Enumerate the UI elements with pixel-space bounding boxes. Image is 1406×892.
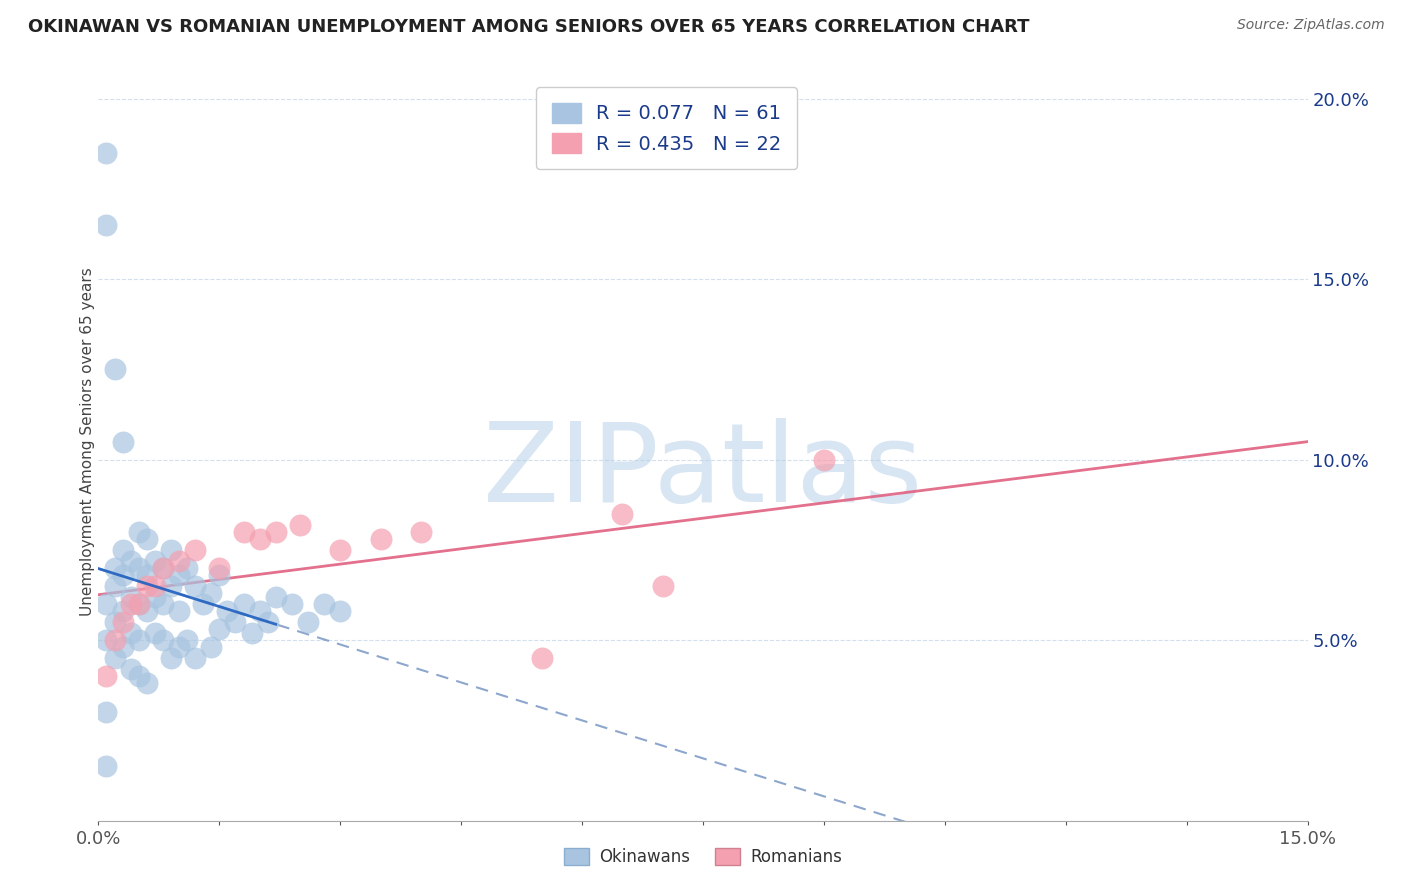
Point	[143, 590, 166, 604]
Point	[128, 669, 150, 683]
Point	[152, 633, 174, 648]
Point	[152, 561, 174, 575]
Point	[128, 524, 150, 539]
Point	[217, 604, 239, 618]
Point	[193, 597, 215, 611]
Point	[176, 633, 198, 648]
Point	[120, 662, 142, 676]
Text: ZIPatlas: ZIPatlas	[484, 418, 922, 525]
Point	[612, 507, 634, 521]
Point	[297, 615, 319, 629]
Text: OKINAWAN VS ROMANIAN UNEMPLOYMENT AMONG SENIORS OVER 65 YEARS CORRELATION CHART: OKINAWAN VS ROMANIAN UNEMPLOYMENT AMONG …	[28, 18, 1029, 36]
Point	[200, 640, 222, 655]
Point	[208, 622, 231, 636]
Point	[143, 579, 166, 593]
Point	[176, 561, 198, 575]
Point	[96, 633, 118, 648]
Point	[103, 633, 125, 648]
Point	[135, 676, 157, 690]
Point	[96, 669, 118, 683]
Point	[232, 597, 254, 611]
Point	[128, 633, 150, 648]
Point	[103, 362, 125, 376]
Point	[160, 579, 183, 593]
Point	[256, 615, 278, 629]
Point	[281, 597, 304, 611]
Point	[143, 626, 166, 640]
Point	[200, 586, 222, 600]
Point	[111, 568, 134, 582]
Point	[208, 568, 231, 582]
Point	[224, 615, 246, 629]
Point	[249, 604, 271, 618]
Y-axis label: Unemployment Among Seniors over 65 years: Unemployment Among Seniors over 65 years	[80, 268, 94, 615]
Point	[264, 524, 287, 539]
Point	[184, 542, 207, 557]
Point	[249, 532, 271, 546]
Point	[128, 561, 150, 575]
Point	[103, 579, 125, 593]
Point	[120, 590, 142, 604]
Point	[314, 597, 336, 611]
Text: Source: ZipAtlas.com: Source: ZipAtlas.com	[1237, 18, 1385, 32]
Point	[409, 524, 432, 539]
Point	[288, 517, 311, 532]
Point	[329, 542, 352, 557]
Point	[264, 590, 287, 604]
Point	[120, 597, 142, 611]
Point	[167, 604, 190, 618]
Point	[143, 554, 166, 568]
Point	[111, 542, 134, 557]
Point	[111, 604, 134, 618]
Point	[96, 145, 118, 160]
Point	[184, 579, 207, 593]
Point	[135, 568, 157, 582]
Point	[160, 542, 183, 557]
Point	[152, 561, 174, 575]
Point	[152, 597, 174, 611]
Point	[120, 554, 142, 568]
Point	[120, 626, 142, 640]
Point	[232, 524, 254, 539]
Point	[96, 706, 118, 720]
Point	[813, 452, 835, 467]
Point	[96, 597, 118, 611]
Point	[96, 759, 118, 773]
Point	[135, 579, 157, 593]
Point	[167, 554, 190, 568]
Point	[184, 651, 207, 665]
Point	[111, 615, 134, 629]
Point	[111, 640, 134, 655]
Point	[240, 626, 263, 640]
Point	[370, 532, 392, 546]
Point	[128, 597, 150, 611]
Point	[651, 579, 673, 593]
Point	[135, 604, 157, 618]
Point	[111, 434, 134, 449]
Point	[128, 597, 150, 611]
Point	[167, 640, 190, 655]
Point	[103, 615, 125, 629]
Point	[167, 568, 190, 582]
Point	[103, 561, 125, 575]
Point	[329, 604, 352, 618]
Point	[135, 532, 157, 546]
Point	[160, 651, 183, 665]
Point	[103, 651, 125, 665]
Point	[530, 651, 553, 665]
Point	[96, 218, 118, 232]
Point	[208, 561, 231, 575]
Legend: Okinawans, Romanians: Okinawans, Romanians	[557, 841, 849, 873]
